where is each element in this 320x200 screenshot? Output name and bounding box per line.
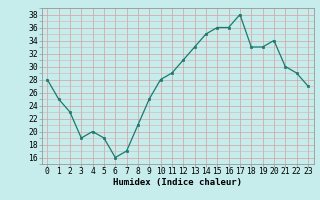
X-axis label: Humidex (Indice chaleur): Humidex (Indice chaleur) [113, 178, 242, 187]
